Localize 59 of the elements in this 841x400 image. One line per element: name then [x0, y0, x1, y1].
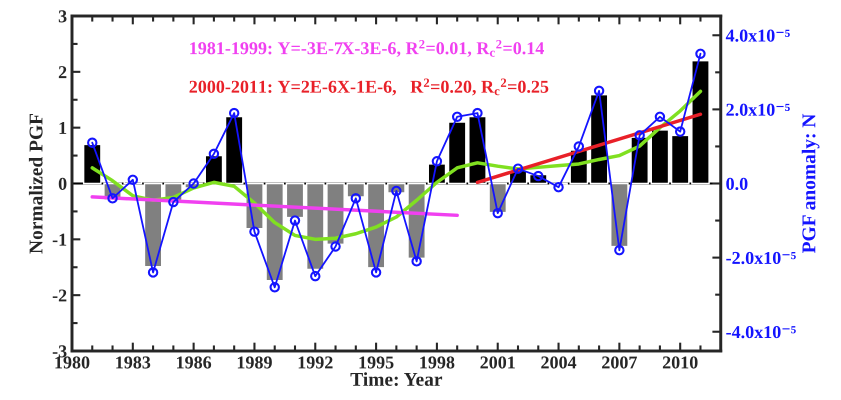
annotation: 1981-1999: Y=-3E-7X-3E-6, R$^{2}$=0.01, R$_{c}$$^{2}$=0.14: [190, 40, 544, 57]
y-tick-label: 0: [58, 178, 66, 190]
y2-tick-label: -2.0x10⁻⁵: [726, 252, 796, 264]
point: [168, 196, 179, 208]
point: [330, 241, 341, 252]
x-tick-label: 1986: [177, 356, 212, 369]
point: [472, 108, 483, 118]
point: [594, 86, 604, 96]
x-tick-label: 1983: [116, 356, 150, 369]
x-tick-label: 1998: [420, 356, 454, 369]
point: [695, 48, 706, 60]
y2-tick-label: 0.0: [726, 178, 748, 190]
x-tick-label: 2007: [602, 356, 637, 369]
point: [128, 174, 138, 186]
y-tick-label: -2: [52, 289, 66, 302]
y-tick-label: 1: [60, 122, 66, 134]
point: [370, 267, 382, 278]
x-tick-label: 2001: [480, 356, 515, 369]
point: [452, 112, 462, 122]
point: [634, 130, 645, 141]
x-tick-label: 1992: [298, 356, 333, 369]
y-tick-label: -1: [52, 234, 66, 246]
point: [574, 141, 584, 152]
point: [310, 270, 320, 282]
point: [87, 138, 98, 148]
x-tick-label: 2010: [662, 356, 698, 369]
y2-axis-title: PGF anomaly: N: [802, 114, 820, 254]
point: [553, 182, 564, 192]
point: [148, 267, 158, 278]
point: [228, 108, 240, 118]
point: [614, 244, 625, 256]
point: [290, 215, 300, 226]
y2-tick-label: 2.0x10⁻⁵: [726, 104, 790, 116]
x-tick-label: 2004: [541, 356, 576, 369]
y2-tick-label: 4.0x10⁻⁵: [726, 30, 790, 42]
annotation: 2000-2011: Y=2E-6X-1E-6, R$^{2}$=0.20, R$_{c}$$^{2}$=0.25: [190, 78, 548, 96]
y-tick-label: 2: [58, 66, 66, 78]
point: [188, 178, 199, 189]
y-axis-title: Normalized PGF: [28, 114, 43, 254]
x-tick-label: 1980: [55, 356, 90, 369]
point: [492, 208, 503, 218]
point: [249, 226, 260, 237]
y2-tick-label: -4.0x10⁻⁵: [726, 326, 796, 338]
point: [512, 163, 524, 174]
point: [270, 282, 280, 292]
point: [208, 148, 220, 160]
point: [107, 193, 118, 204]
x-tick-label: 1989: [238, 356, 272, 369]
point: [411, 256, 422, 267]
y-tick-label: -3: [52, 345, 67, 358]
y-tick-label: 3: [58, 10, 67, 22]
point: [391, 186, 402, 196]
point: [654, 112, 666, 122]
point: [350, 193, 362, 204]
x-tick-label: 1995: [359, 356, 394, 369]
point: [533, 170, 544, 182]
point: [432, 156, 442, 166]
x-axis-title: Time: Year: [350, 372, 442, 386]
point: [674, 126, 686, 137]
